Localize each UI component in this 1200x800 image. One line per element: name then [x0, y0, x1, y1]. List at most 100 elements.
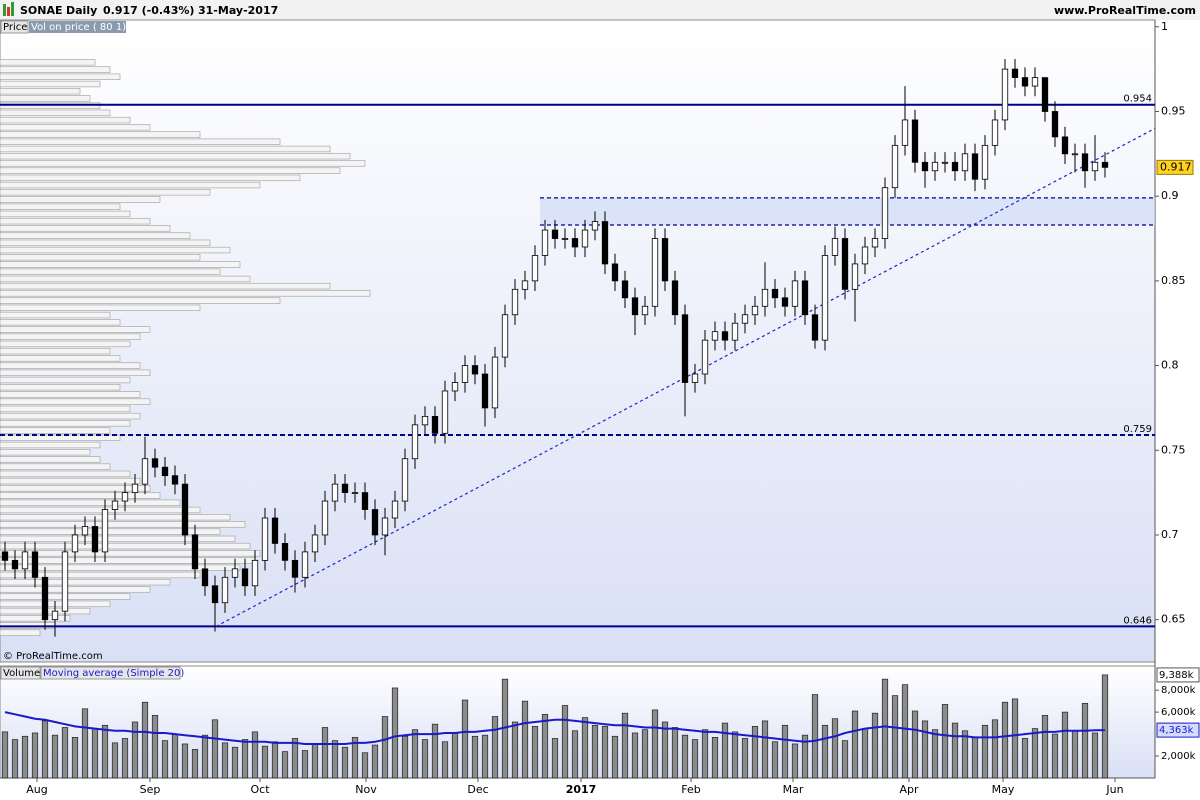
candle-body [1, 551, 9, 561]
candle-body [31, 551, 39, 578]
profile-bar [0, 629, 41, 636]
candle-body [541, 229, 549, 256]
volume-bar [961, 730, 969, 779]
value-tag-label: 9,388k [1159, 670, 1194, 681]
candle-body [331, 483, 339, 502]
profile-bar [0, 290, 371, 297]
volume-bar [891, 695, 899, 779]
profile-bar [0, 557, 256, 564]
site: www.ProRealTime.com [1054, 4, 1196, 17]
volume-bar [971, 737, 979, 779]
x-tick-label: 2017 [566, 783, 597, 796]
profile-bar [0, 232, 191, 239]
volume-bar [121, 738, 129, 779]
level-label: 0.954 [1123, 94, 1152, 105]
profile-bar [0, 217, 151, 225]
candle-body [1021, 77, 1029, 87]
legend-entry: Moving average (Simple 20) [43, 668, 184, 679]
volume-bar [941, 704, 949, 779]
profile-tag [29, 21, 126, 33]
volume-bar [761, 720, 769, 779]
price-tag-label: 0.917 [1160, 160, 1192, 173]
candle-body [191, 534, 199, 570]
profile-bar [0, 138, 281, 145]
candle-body [1091, 161, 1099, 172]
candle-body [121, 492, 129, 502]
profile-bar [0, 376, 131, 384]
volume-bar [171, 733, 179, 779]
volume-bar [91, 728, 99, 779]
profile-bar [0, 578, 171, 586]
volume-bar [251, 731, 259, 779]
candle-body [511, 288, 519, 316]
candle-body [281, 543, 289, 561]
panel-label: Price [3, 22, 27, 33]
candle-body [711, 331, 719, 341]
x-tick-label: Aug [26, 783, 47, 796]
volume-bar [491, 716, 499, 779]
candle-body [861, 246, 869, 265]
profile-bar [0, 470, 131, 478]
candle-body [21, 551, 29, 570]
volume-bar [691, 739, 699, 779]
volume-bar [611, 735, 619, 779]
volume-bar [641, 729, 649, 779]
volume-bar [341, 746, 349, 779]
volume-bar [221, 742, 229, 779]
volume-bar [561, 705, 569, 779]
candle-body [481, 373, 489, 409]
y-tick-label: 0.7 [1161, 528, 1179, 541]
logo [11, 2, 14, 16]
volume-bar [571, 730, 579, 779]
candle-body [701, 339, 709, 375]
volume-bar [751, 726, 759, 779]
profile-bar [0, 427, 111, 434]
candle-body [71, 534, 79, 553]
volume-bar [361, 752, 369, 779]
profile-bar [0, 535, 236, 543]
profile-bar [0, 550, 261, 557]
profile-bar [0, 282, 331, 290]
volume-bar [981, 724, 989, 779]
candle-body [561, 238, 569, 240]
profile-bar [0, 477, 141, 485]
candle-body [351, 492, 359, 495]
candle-body [581, 229, 589, 248]
profile-bar [0, 116, 131, 124]
profile-bar [0, 412, 141, 420]
candle-body [1051, 111, 1059, 138]
profile-bar [0, 189, 211, 196]
candle-body [271, 517, 279, 544]
volume-bar [841, 740, 849, 779]
volume-bar [311, 743, 319, 779]
copyright: © ProRealTime.com [3, 651, 103, 662]
volume-bar [661, 721, 669, 779]
y-tick-label: 0.95 [1161, 104, 1186, 117]
candle-body [141, 458, 149, 485]
profile-bar [0, 542, 251, 550]
candle-body [311, 534, 319, 553]
panel-tag [0, 20, 29, 34]
profile-bar [0, 384, 121, 391]
candle-body [461, 365, 469, 383]
volume-bar [381, 716, 389, 779]
volume-bar [391, 687, 399, 779]
volume-bar [631, 732, 639, 779]
volume-bar [451, 732, 459, 779]
profile-bar [0, 145, 331, 153]
profile-bar [0, 254, 201, 261]
profile-bar [0, 319, 121, 326]
candle-body [851, 263, 859, 290]
volume-bar [331, 740, 339, 779]
candle-body [681, 314, 689, 383]
candle-body [721, 331, 729, 341]
profile-bar [0, 167, 341, 174]
volume-bar [1081, 702, 1089, 779]
candle-body [951, 161, 959, 172]
profile-bar [0, 528, 221, 535]
volume-bar [511, 721, 519, 779]
profile-bar [0, 80, 101, 88]
candle-body [791, 280, 799, 307]
profile-bar [0, 340, 131, 348]
level-label: 0.759 [1123, 424, 1152, 435]
